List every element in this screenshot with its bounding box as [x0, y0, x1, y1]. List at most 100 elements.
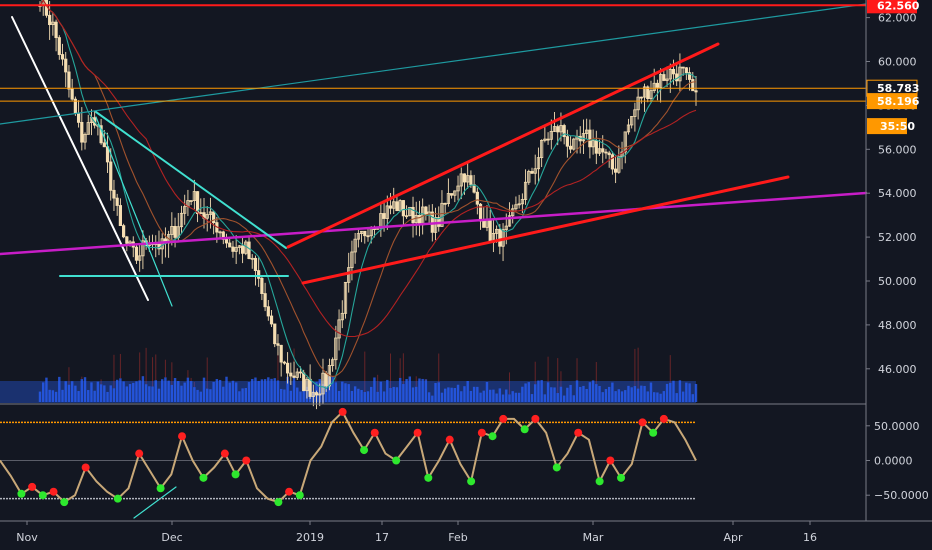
- candle-body: [636, 96, 640, 111]
- volume-bar: [530, 394, 534, 402]
- time-tick-label: 2019: [296, 531, 324, 544]
- volume-bar: [498, 388, 502, 402]
- white-trendline[interactable]: [11, 16, 149, 301]
- time-tick-label: Apr: [723, 531, 743, 544]
- candle-body: [559, 125, 563, 133]
- volume-bar: [649, 382, 653, 402]
- volume-bar: [392, 386, 395, 402]
- candle-body: [340, 312, 344, 321]
- volume-bar: [514, 392, 518, 402]
- oscillator-peak-marker: [606, 456, 615, 465]
- candle-body: [588, 129, 592, 148]
- candle-body: [240, 245, 245, 254]
- red-upper-channel-line[interactable]: [286, 42, 720, 249]
- volume-bar: [450, 387, 453, 402]
- oscillator-trough-marker: [156, 484, 165, 493]
- volume-bar: [138, 380, 141, 402]
- cyan-downtrend-line[interactable]: [95, 111, 287, 249]
- candle-body: [205, 214, 209, 219]
- time-tick-label: 16: [803, 531, 817, 544]
- oscillator-axis[interactable]: 50.0000 0.0000 −50.0000: [866, 420, 929, 502]
- candle-body: [552, 126, 557, 132]
- candle-body: [594, 140, 598, 154]
- cyan-oscillator-line[interactable]: [133, 486, 177, 519]
- candle-body: [286, 362, 290, 374]
- candle-body: [331, 359, 335, 366]
- magenta-trendline[interactable]: [0, 191, 868, 256]
- candle-body: [250, 257, 254, 260]
- time-axis[interactable]: Nov Dec 2019 17 Feb Mar Apr 16: [16, 521, 817, 544]
- candle-body: [662, 74, 666, 81]
- volume-bar: [556, 393, 559, 402]
- volume-bar: [202, 377, 206, 402]
- candle-body: [639, 96, 643, 99]
- volume-bar: [373, 377, 376, 402]
- oscillator-trough-marker: [520, 425, 529, 434]
- volume-bar: [421, 378, 424, 402]
- volume-bar: [659, 393, 662, 402]
- candle-body: [440, 202, 444, 227]
- cyan-diagonal-line[interactable]: [95, 116, 173, 307]
- volume-bar: [115, 379, 119, 402]
- volume-bar: [614, 391, 617, 402]
- volume-bar: [479, 392, 482, 402]
- candle-body: [67, 71, 71, 90]
- volume-bar: [209, 389, 212, 402]
- volume-bar: [434, 383, 437, 402]
- volume-bar: [376, 391, 379, 402]
- oscillator-trough-marker: [649, 428, 658, 437]
- volume-bar: [103, 385, 106, 402]
- candle-body: [183, 206, 187, 214]
- candle-body: [668, 68, 672, 80]
- candle-body: [115, 197, 119, 206]
- candle-body: [626, 124, 631, 133]
- volume-bar: [611, 382, 614, 402]
- volume-bar: [48, 389, 51, 402]
- volume-bar: [550, 387, 553, 402]
- candle-body: [289, 372, 293, 377]
- volume-bar: [389, 388, 392, 402]
- candle-body: [279, 344, 283, 363]
- volume-bar: [128, 384, 132, 402]
- oscillator-peak-marker: [242, 456, 251, 465]
- volume-bar: [279, 388, 283, 402]
- price-tick-label: 50.000: [878, 275, 917, 288]
- volume-bar: [636, 388, 640, 402]
- teal-channel-line[interactable]: [0, 3, 867, 125]
- volume-bar: [643, 385, 646, 402]
- countdown-badge: [867, 118, 907, 135]
- candle-body: [363, 230, 367, 237]
- volume-bar: [691, 394, 694, 402]
- candle-body: [655, 82, 660, 88]
- candle-body: [633, 109, 637, 117]
- candle-body: [691, 79, 695, 92]
- volume-bar: [267, 377, 270, 402]
- volume-bar: [64, 381, 67, 402]
- volume-bar: [199, 391, 202, 402]
- volume-bar: [54, 391, 58, 402]
- oscillator-peak-marker: [285, 487, 294, 496]
- volume-bar: [540, 380, 543, 402]
- oscillator-trough-marker: [424, 473, 433, 482]
- moving-averages: [39, 0, 697, 390]
- candle-body: [212, 211, 216, 224]
- volume-bar: [186, 377, 190, 402]
- volume-bar: [231, 380, 235, 402]
- volume-bar: [241, 388, 244, 402]
- candle-body: [585, 129, 589, 134]
- volume-bar: [640, 385, 643, 402]
- candle-body: [665, 78, 669, 81]
- volume-bar: [331, 376, 334, 402]
- volume-bar: [206, 388, 209, 402]
- volume-bar: [164, 377, 167, 402]
- candle-body: [617, 156, 621, 173]
- price-tick-label: 62.000: [878, 12, 917, 25]
- candle-body: [527, 171, 531, 183]
- candle-body: [231, 246, 235, 252]
- candle-body: [482, 220, 486, 228]
- red-lower-channel-line[interactable]: [301, 175, 790, 285]
- volume-bar: [366, 391, 370, 402]
- candle-body: [138, 255, 142, 261]
- volume-bar: [296, 387, 299, 402]
